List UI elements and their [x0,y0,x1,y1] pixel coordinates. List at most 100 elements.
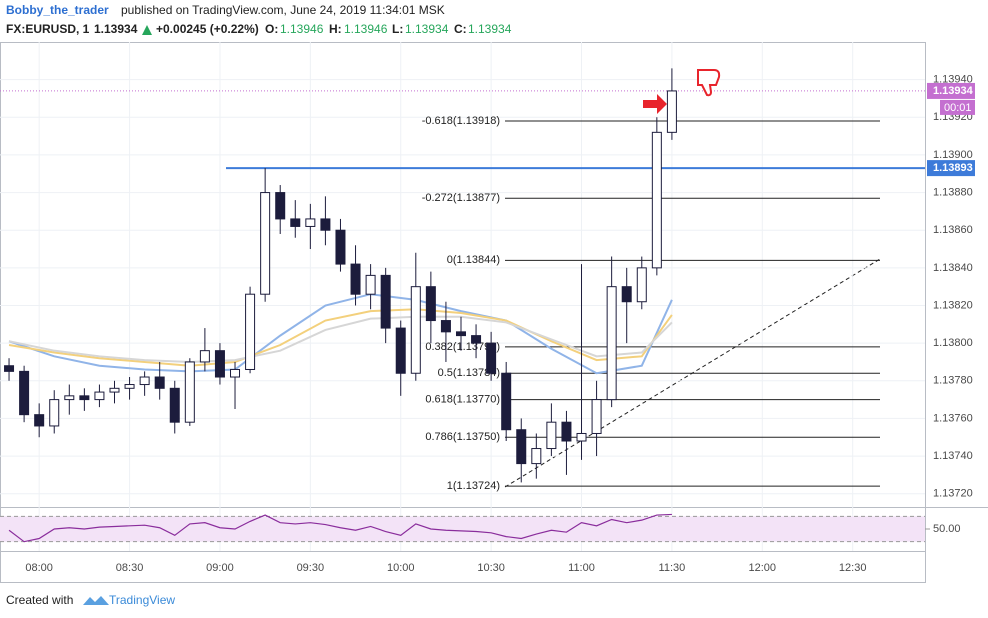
candle-body [531,448,542,465]
author[interactable]: Bobby_the_trader [6,3,109,17]
candle-body [365,274,376,295]
candle-body [49,399,60,427]
candle-body [636,267,647,303]
candle-body [516,429,527,465]
candle-body [666,90,677,133]
candle-body [561,421,572,442]
candle-body [305,218,316,227]
candle-body [64,395,75,401]
x-tick-label: 11:30 [659,562,686,574]
x-tick-label: 10:00 [387,562,415,574]
moving-average [8,315,673,363]
footer-text: Created with [6,593,73,607]
y-tick-label: 1.13940 [933,74,973,86]
candle-body [199,350,210,363]
fib-label: 0.5(1.13784) [438,367,500,379]
candle-body [290,218,301,227]
moving-average [8,308,673,367]
x-tick-label: 12:00 [749,562,777,574]
h-value: 1.13946 [344,22,388,36]
candle-body [651,131,662,269]
candle-body [214,350,225,378]
y-tick-label: 1.13820 [933,299,973,311]
y-tick-label: 1.13740 [933,450,973,462]
fib-label: 0.382(1.13798) [425,341,500,353]
countdown-box [940,99,975,115]
thumbs-down-icon [697,69,721,97]
fib-label: 0(1.13844) [447,254,500,266]
arrow-icon [643,94,667,114]
candle-body [34,414,45,427]
candle-body [350,263,361,295]
rsi-line [8,513,672,543]
candle-body [395,327,406,374]
publish-info: published on TradingView.com, June 24, 2… [121,3,445,17]
countdown-label: 00:01 [944,102,972,114]
candle-body [440,320,451,333]
candle-body [591,399,602,434]
y-tick-label: 1.13840 [933,262,973,274]
candle-body [621,286,632,303]
change: +0.00245 (+0.22%) [156,22,259,36]
candle-body [154,376,165,389]
up-arrow [142,25,152,35]
candle-body [425,286,436,322]
symbol: FX:EURUSD, 1 [6,22,90,36]
l-label: L: [392,22,403,36]
x-tick-label: 08:30 [116,562,144,574]
fib-label: 1(1.13724) [447,480,500,492]
x-tick-label: 08:00 [25,562,53,574]
candle-body [19,370,30,416]
fib-label: 0.618(1.13770) [425,394,500,406]
candle-body [260,192,271,295]
h-label: H: [329,22,342,36]
candle-body [471,335,482,344]
last: 1.13934 [94,22,138,36]
rsi-band [0,516,925,542]
candle-body [184,361,195,423]
candle-body [230,368,241,378]
l-value: 1.13934 [405,22,449,36]
fib-label: -0.272(1.13877) [422,192,500,204]
c-value: 1.13934 [468,22,512,36]
y-tick-label: 1.13900 [933,149,973,161]
y-tick-label: 1.13800 [933,337,973,349]
fib-label: 0.786(1.13750) [425,431,500,443]
candle-body [94,391,105,401]
candle-body [275,192,286,220]
candle-body [124,384,135,389]
candle-body [335,229,346,265]
x-tick-label: 12:30 [839,562,867,574]
candle-body [4,365,15,372]
y-tick-label: 1.13780 [933,375,973,387]
candle-body [79,395,90,401]
marks: 08:00 08:30 09:00 09:30 10:00 10:30 11:00 11:30… [0,42,975,574]
candle-body [109,387,120,393]
candle-body [606,286,617,401]
c-label: C: [454,22,467,36]
y-tick-label: 1.13880 [933,186,973,198]
y-tick-label: 1.13760 [933,412,973,424]
candle-body [455,331,466,337]
o-label: O: [265,22,278,36]
x-tick-label: 09:30 [297,562,325,574]
candle-body [169,387,180,423]
last-price-label: 1.13934 [933,85,974,97]
candle-body [380,274,391,329]
y-tick-label: 1.13720 [933,488,973,500]
footer-brand[interactable]: TradingView [109,593,175,607]
o-value: 1.13946 [280,22,324,36]
candle-body [139,376,150,386]
rsi-tick-label: 50.00 [933,523,961,535]
candle-body [410,286,421,374]
logo [83,596,109,605]
resistance-label: 1.13893 [933,162,973,174]
moving-average [8,293,673,375]
candle-body [245,293,256,370]
candle-body [501,372,512,431]
last-price-box [927,82,975,99]
candle-body [320,218,331,231]
candle-body [486,342,497,374]
